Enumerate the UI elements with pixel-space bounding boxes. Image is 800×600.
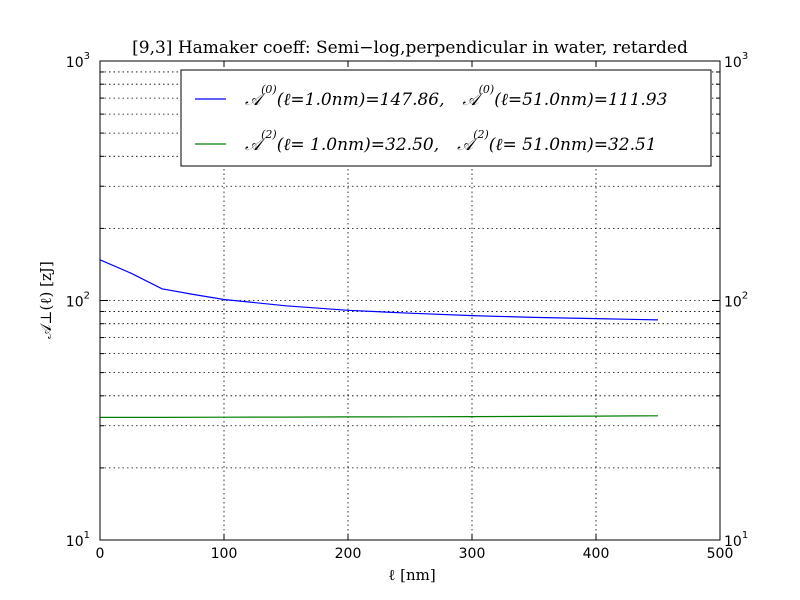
- x-tick-label: 200: [335, 546, 362, 562]
- series-layer: [99, 259, 659, 418]
- y-tick-label: 102: [66, 291, 90, 311]
- y-axis-label: 𝒜⊥(ℓ) [zJ]: [37, 261, 55, 339]
- axis-ticks: [99, 61, 721, 541]
- legend-superscript: (2): [473, 128, 489, 141]
- x-tick-label: 500: [707, 546, 734, 562]
- grid: [100, 61, 720, 540]
- legend-symbol: 𝒜: [245, 135, 266, 155]
- legend-symbol: 𝒜: [457, 135, 478, 155]
- legend-value-b: (ℓ=51.0nm)=111.93: [494, 90, 667, 110]
- legend-superscript: (2): [261, 128, 277, 141]
- x-axis-label: ℓ [nm]: [388, 566, 436, 584]
- legend-entry-series-2: 𝒜(2)(ℓ= 1.0nm)=32.50, 𝒜(2)(ℓ= 51.0nm)=32.…: [245, 128, 657, 155]
- legend-symbol: 𝒜: [245, 90, 266, 110]
- x-tick-label: 100: [211, 546, 238, 562]
- legend-value-a: (ℓ=1.0nm)=147.86,: [277, 90, 445, 110]
- legend-value-b: (ℓ= 51.0nm)=32.51: [489, 135, 657, 155]
- x-tick-label: 400: [583, 546, 610, 562]
- series-line-2: [100, 415, 659, 418]
- y-tick-label: 102: [724, 291, 748, 311]
- legend-superscript: (0): [479, 83, 495, 96]
- chart-title: [9,3] Hamaker coeff: Semi−log,perpendicu…: [132, 38, 688, 58]
- legend-entry-series-1: 𝒜(0)(ℓ=1.0nm)=147.86, 𝒜(0)(ℓ=51.0nm)=111.…: [245, 83, 667, 110]
- y-tick-label: 103: [724, 51, 748, 71]
- legend-superscript: (0): [261, 83, 277, 96]
- legend: 𝒜(0)(ℓ=1.0nm)=147.86, 𝒜(0)(ℓ=51.0nm)=111.…: [180, 69, 712, 167]
- x-tick-label: 0: [96, 546, 105, 562]
- series-line-1: [99, 259, 659, 321]
- y-tick-label: 101: [724, 530, 748, 550]
- x-tick-label: 300: [459, 546, 486, 562]
- y-tick-label: 103: [66, 51, 90, 71]
- y-tick-label: 101: [66, 530, 90, 550]
- legend-symbol: 𝒜: [463, 90, 484, 110]
- legend-box: [180, 69, 712, 167]
- legend-value-a: (ℓ= 1.0nm)=32.50,: [277, 135, 439, 155]
